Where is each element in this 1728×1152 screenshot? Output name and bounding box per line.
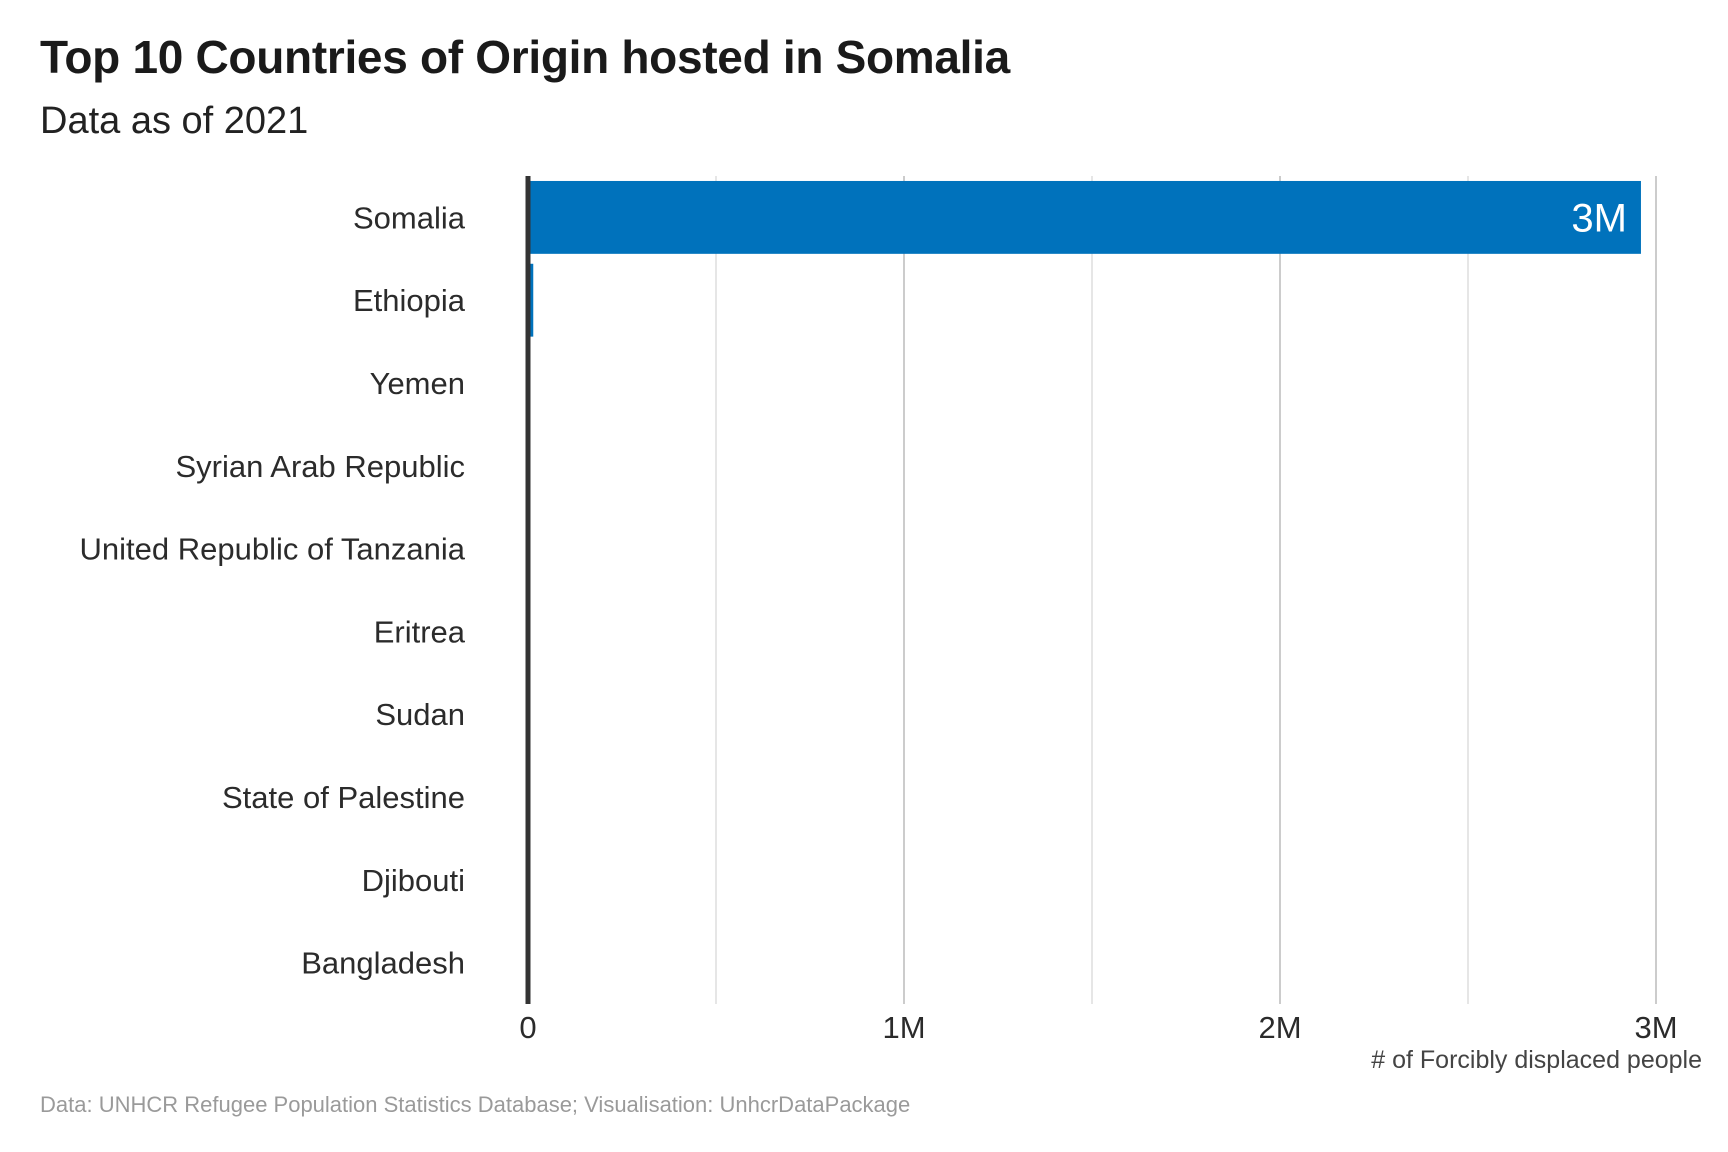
bars [528, 180, 1641, 1000]
x-tick-label: 0 [519, 1010, 536, 1045]
chart-subtitle: Data as of 2021 [40, 100, 309, 142]
x-tick-label: 3M [1634, 1010, 1677, 1045]
category-label: Somalia [353, 200, 466, 235]
x-tick-labels: 0 1M 2M 3M [519, 1010, 1677, 1045]
category-label: Bangladesh [301, 946, 465, 981]
category-label: Djibouti [362, 863, 465, 898]
category-label: Yemen [370, 366, 465, 401]
x-tick-label: 1M [882, 1010, 925, 1045]
category-label: United Republic of Tanzania [80, 532, 466, 567]
category-labels: Somalia 3M Ethiopia Yemen Syrian Arab Republ… [80, 196, 1627, 980]
data-label: 3M [1571, 196, 1627, 240]
category-label: State of Palestine [222, 780, 465, 815]
bar-ethiopia [528, 263, 534, 337]
category-label: Eritrea [374, 614, 466, 649]
x-tick-label: 2M [1258, 1010, 1301, 1045]
category-label: Sudan [375, 697, 465, 732]
category-label: Syrian Arab Republic [176, 449, 466, 484]
bar-somalia [528, 180, 1641, 254]
category-label: Ethiopia [353, 283, 466, 318]
grid-lines [715, 176, 1657, 1004]
x-axis-title: # of Forcibly displaced people [1371, 1046, 1702, 1074]
chart-caption: Data: UNHCR Refugee Population Statistic… [40, 1092, 911, 1117]
chart-title: Top 10 Countries of Origin hosted in Som… [40, 31, 1010, 83]
